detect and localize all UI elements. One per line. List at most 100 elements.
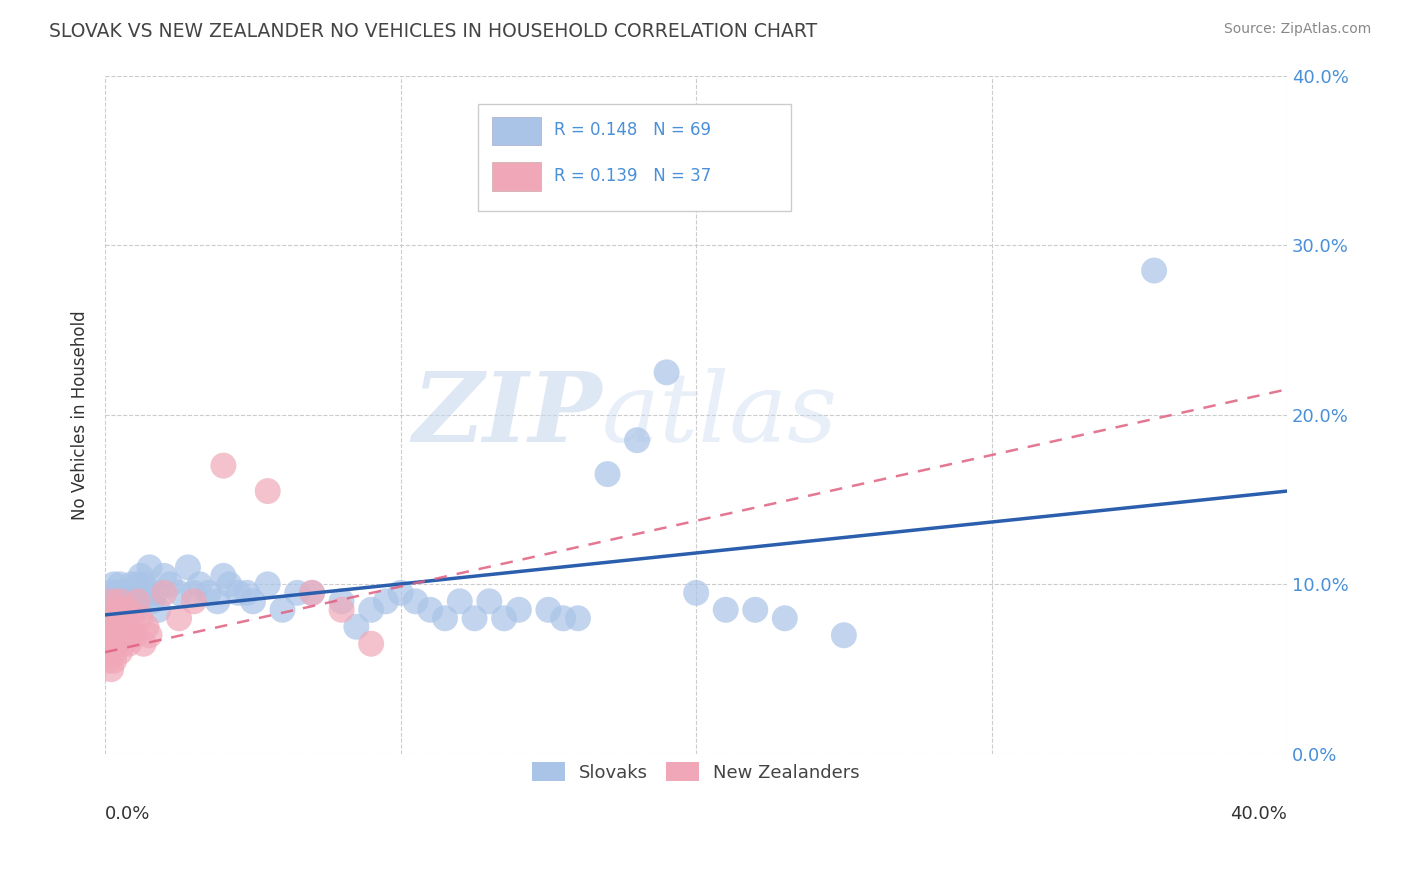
Point (115, 594, 138, 608)
Point (97, 594, 120, 608)
Point (111, 603, 134, 617)
Point (449, 594, 471, 608)
Point (103, 628, 125, 642)
Point (226, 586, 249, 600)
Point (256, 484, 278, 499)
Point (97, 628, 120, 642)
Point (236, 586, 259, 600)
Point (100, 620, 122, 634)
Point (494, 611, 516, 625)
Point (360, 603, 382, 617)
Text: SLOVAK VS NEW ZEALANDER NO VEHICLES IN HOUSEHOLD CORRELATION CHART: SLOVAK VS NEW ZEALANDER NO VEHICLES IN H… (49, 22, 817, 41)
Point (207, 594, 229, 608)
Point (135, 586, 157, 600)
Point (655, 365, 678, 379)
Point (478, 594, 501, 608)
Text: ZIP: ZIP (412, 368, 602, 462)
Point (153, 569, 176, 583)
Point (138, 628, 160, 642)
Point (100, 586, 122, 600)
FancyBboxPatch shape (478, 104, 790, 211)
Point (301, 586, 323, 600)
Point (242, 594, 264, 608)
Point (111, 586, 134, 600)
Point (714, 603, 737, 617)
Point (330, 594, 353, 608)
Point (301, 586, 323, 600)
Point (508, 603, 530, 617)
Point (108, 645, 131, 659)
Point (596, 467, 619, 482)
Point (197, 586, 219, 600)
Point (103, 654, 125, 668)
Point (167, 611, 190, 625)
Point (108, 594, 131, 608)
Point (464, 611, 486, 625)
Point (100, 637, 122, 651)
Point (111, 637, 134, 651)
Point (832, 628, 855, 642)
Point (360, 637, 382, 651)
Point (97, 645, 120, 659)
Legend: Slovaks, New Zealanders: Slovaks, New Zealanders (526, 756, 868, 789)
Point (115, 611, 138, 625)
Point (330, 603, 353, 617)
Point (744, 603, 766, 617)
Point (419, 603, 441, 617)
Point (212, 458, 235, 473)
Point (121, 577, 143, 591)
Point (103, 645, 125, 659)
Point (135, 620, 157, 634)
Text: R = 0.139   N = 37: R = 0.139 N = 37 (554, 167, 711, 185)
Point (105, 603, 128, 617)
Point (132, 637, 155, 651)
Point (159, 577, 181, 591)
Text: atlas: atlas (602, 368, 838, 462)
Point (132, 577, 155, 591)
Point (389, 586, 412, 600)
Point (1143, 263, 1166, 277)
Point (103, 611, 125, 625)
Point (127, 577, 149, 591)
Point (118, 586, 141, 600)
Point (145, 586, 167, 600)
Point (127, 594, 149, 608)
Point (105, 637, 128, 651)
Point (105, 620, 128, 634)
Point (124, 586, 146, 600)
Point (118, 603, 141, 617)
Point (100, 603, 122, 617)
Point (153, 586, 176, 600)
Point (773, 611, 796, 625)
Point (138, 560, 160, 574)
Point (626, 433, 648, 447)
Point (111, 611, 134, 625)
Point (434, 611, 457, 625)
Point (148, 603, 170, 617)
Point (285, 586, 308, 600)
Point (121, 611, 143, 625)
Point (108, 577, 131, 591)
Point (188, 577, 211, 591)
Point (404, 594, 426, 608)
Point (537, 603, 560, 617)
Text: 40.0%: 40.0% (1230, 805, 1286, 822)
Point (124, 628, 146, 642)
Point (183, 586, 205, 600)
Point (212, 569, 235, 583)
Point (108, 594, 131, 608)
Text: 0.0%: 0.0% (105, 805, 150, 822)
Point (118, 603, 141, 617)
Point (124, 603, 146, 617)
Point (344, 620, 367, 634)
Point (553, 611, 575, 625)
Point (141, 594, 163, 608)
Point (115, 620, 138, 634)
Point (218, 577, 240, 591)
Point (103, 577, 125, 591)
Point (121, 594, 143, 608)
Point (374, 594, 396, 608)
Point (100, 662, 122, 676)
Point (129, 569, 152, 583)
Point (105, 620, 128, 634)
